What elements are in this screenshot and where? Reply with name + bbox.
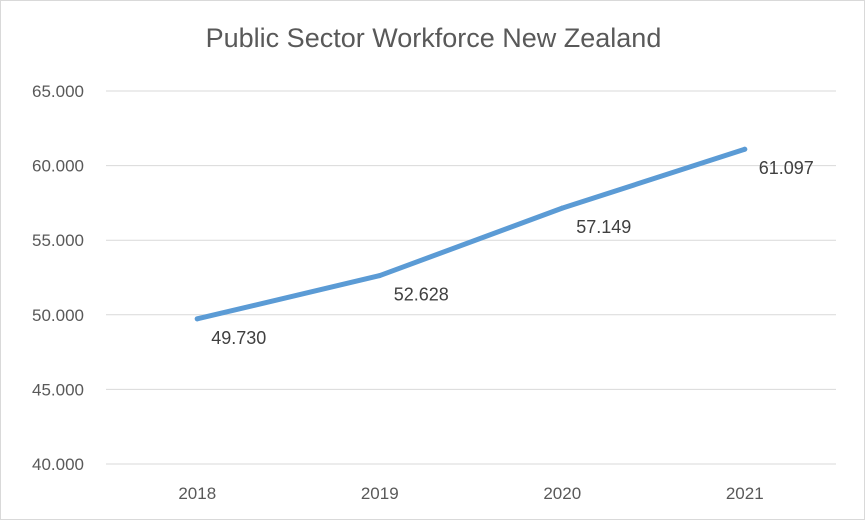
y-tick-label: 65.000 <box>32 82 84 101</box>
series-group <box>194 146 748 322</box>
x-tick-label: 2020 <box>543 484 581 503</box>
data-point <box>559 205 565 211</box>
data-label: 57.149 <box>576 217 631 237</box>
y-axis-ticks: 40.000 45.000 50.000 55.000 60.000 65.000 <box>32 82 84 474</box>
chart-title: Public Sector Workforce New Zealand <box>205 23 662 53</box>
data-label: 49.730 <box>211 328 266 348</box>
data-label: 52.628 <box>394 285 449 305</box>
x-tick-label: 2019 <box>361 484 399 503</box>
y-tick-label: 45.000 <box>32 380 84 399</box>
y-tick-label: 40.000 <box>32 455 84 474</box>
x-tick-label: 2021 <box>726 484 764 503</box>
data-point <box>377 273 383 279</box>
data-point <box>194 316 200 322</box>
y-tick-label: 55.000 <box>32 231 84 250</box>
y-tick-label: 60.000 <box>32 157 84 176</box>
x-axis-ticks: 2018 2019 2020 2021 <box>178 484 763 503</box>
data-labels: 49.730 52.628 57.149 61.097 <box>211 158 814 348</box>
data-label: 61.097 <box>759 158 814 178</box>
y-tick-label: 50.000 <box>32 306 84 325</box>
data-point <box>742 146 748 152</box>
gridlines <box>106 90 836 465</box>
series-line <box>194 146 748 322</box>
x-tick-label: 2018 <box>178 484 216 503</box>
